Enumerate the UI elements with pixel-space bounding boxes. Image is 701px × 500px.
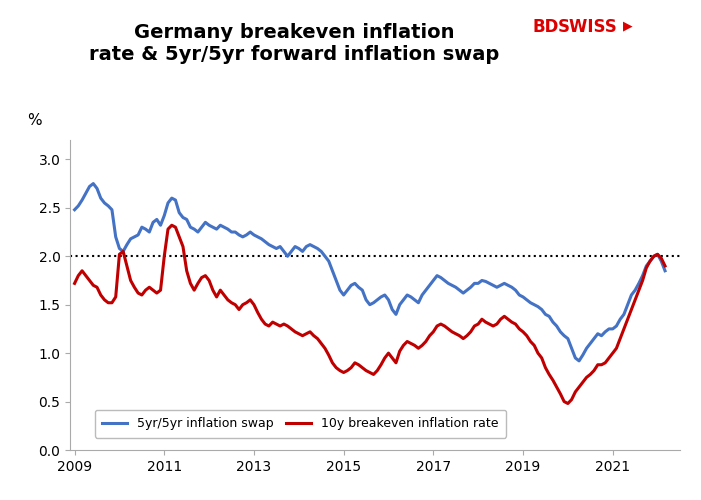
Text: %: % [27, 112, 42, 128]
Text: BD: BD [533, 18, 559, 36]
Text: SWISS: SWISS [557, 18, 617, 36]
Text: ▶: ▶ [622, 19, 632, 32]
Text: Germany breakeven inflation
rate & 5yr/5yr forward inflation swap: Germany breakeven inflation rate & 5yr/5… [89, 22, 500, 64]
Legend: 5yr/5yr inflation swap, 10y breakeven inflation rate: 5yr/5yr inflation swap, 10y breakeven in… [95, 410, 506, 438]
